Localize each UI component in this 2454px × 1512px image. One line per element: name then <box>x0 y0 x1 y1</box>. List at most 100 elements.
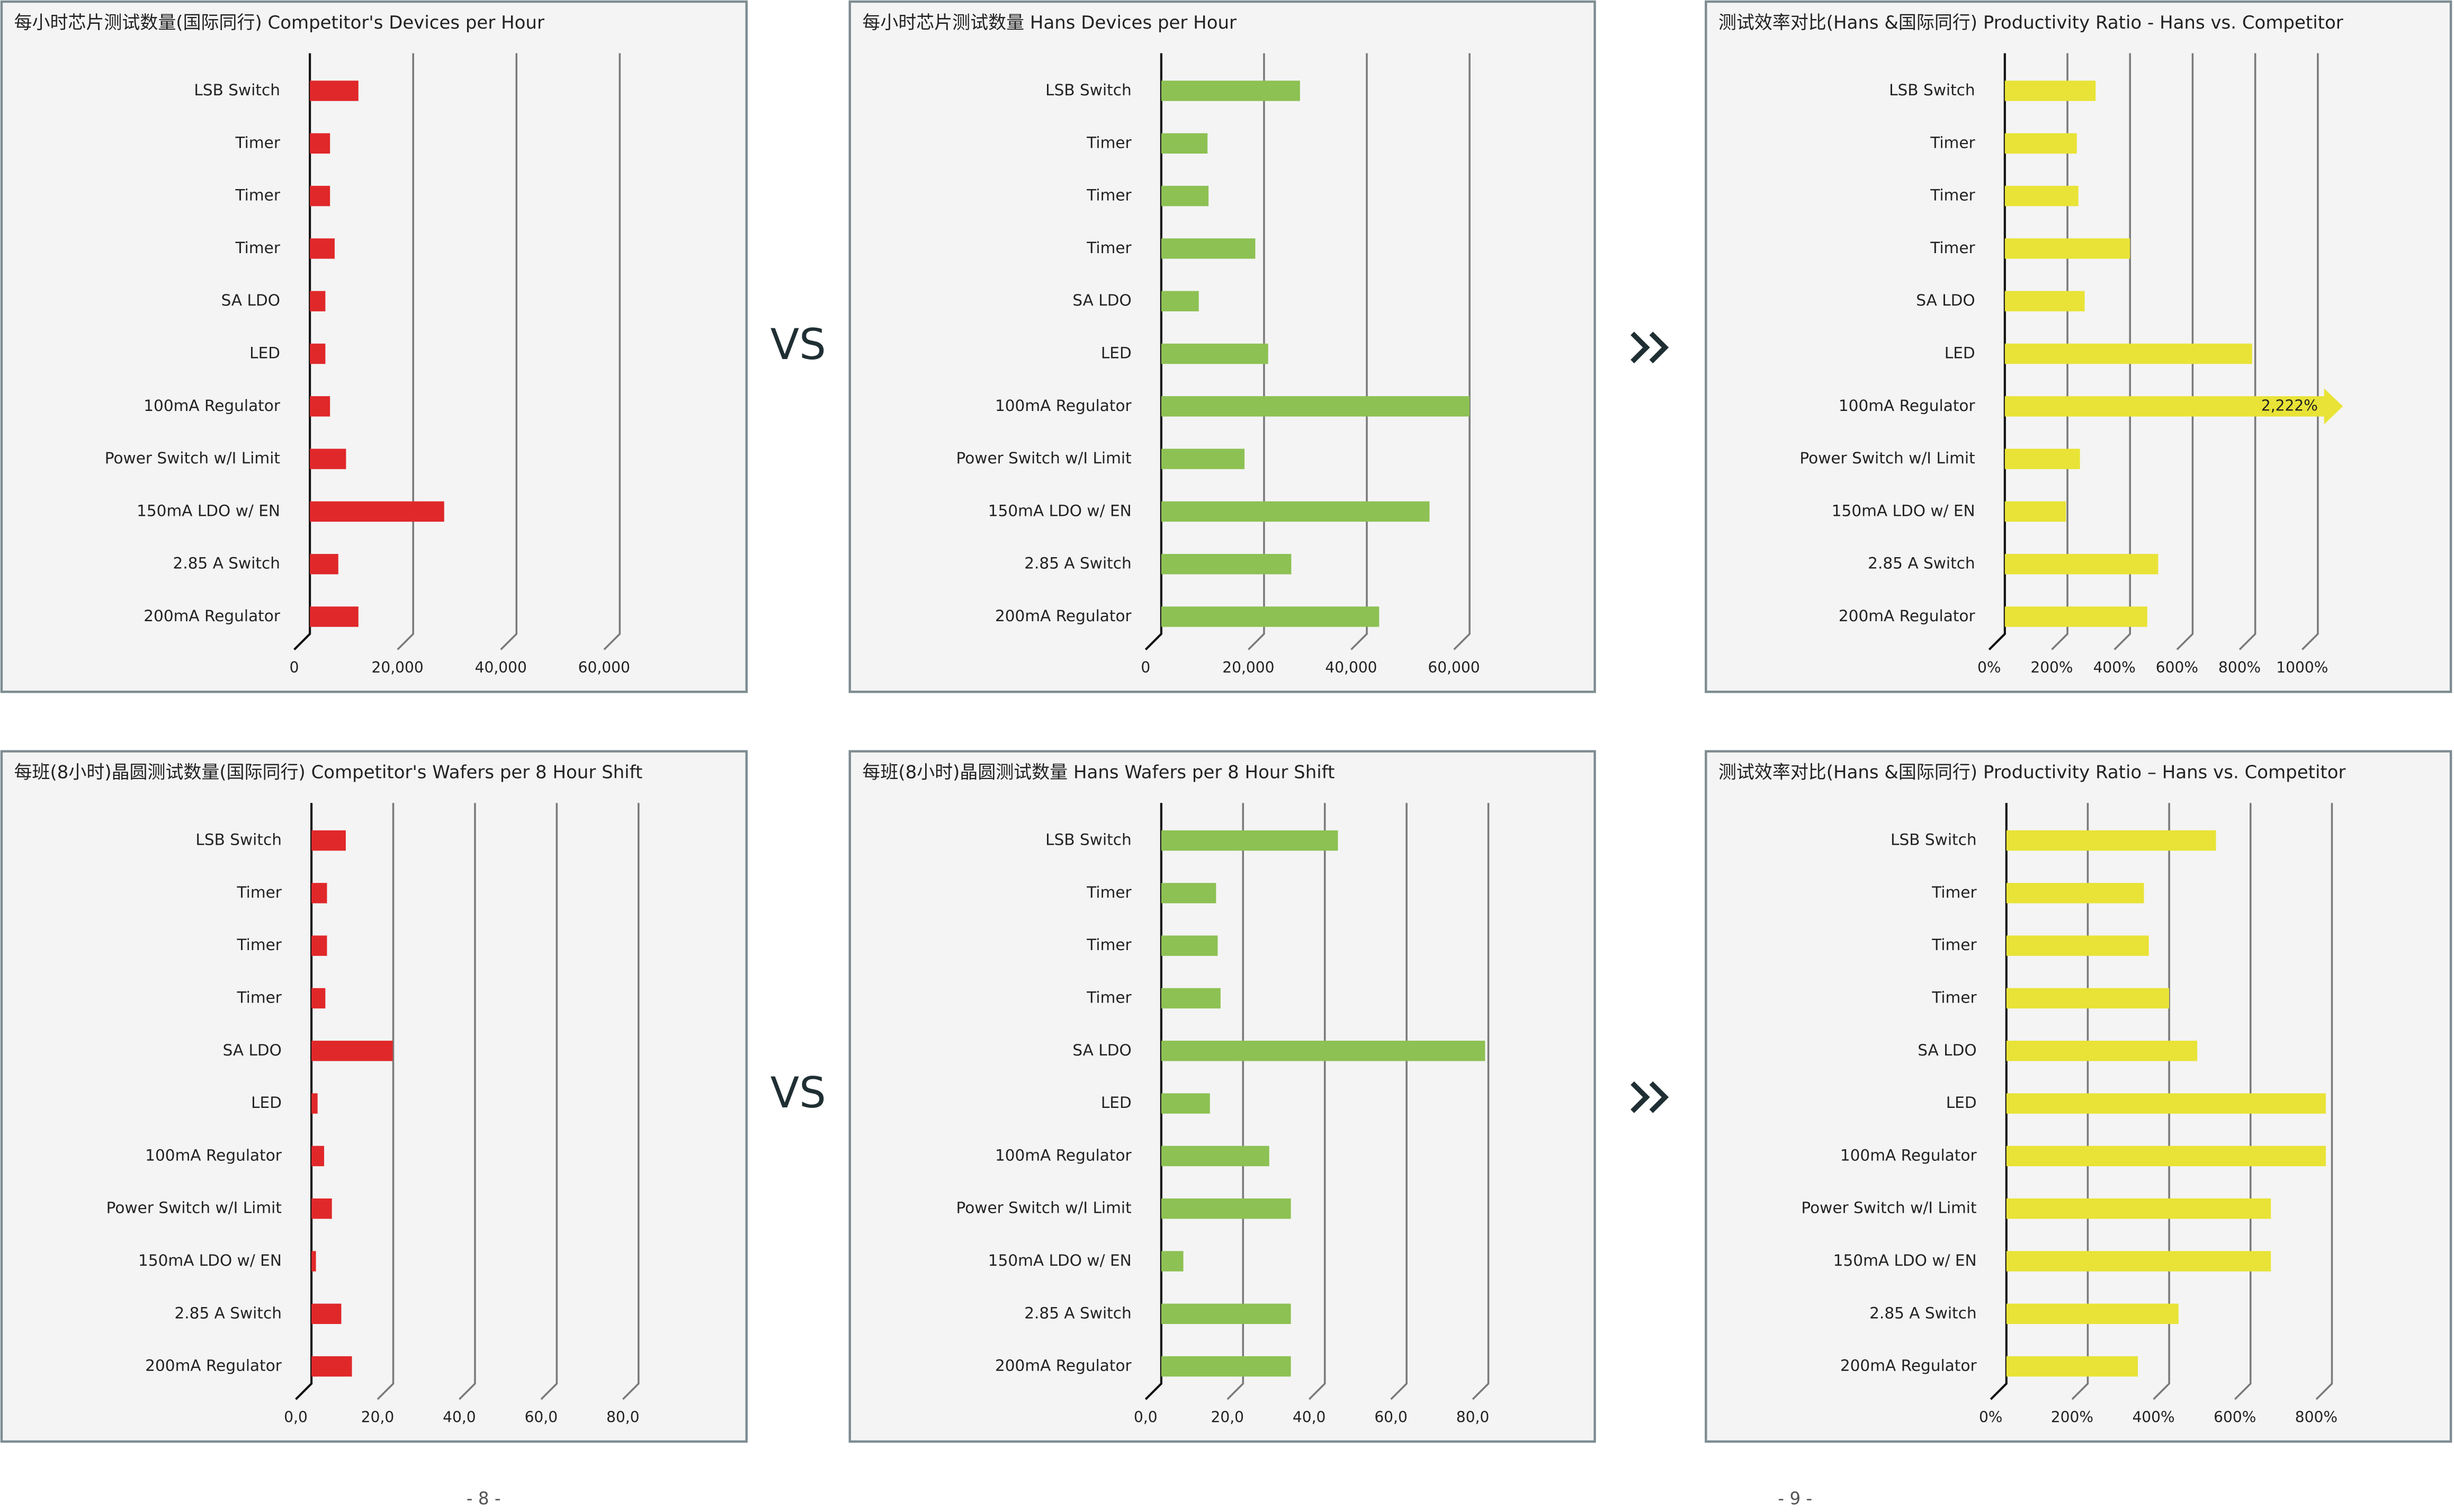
bar <box>2006 1356 2138 1377</box>
bar <box>1161 883 1216 903</box>
x-tick-label: 800% <box>2295 1409 2337 1426</box>
x-tick-label: 40,000 <box>1325 659 1377 676</box>
bar <box>1161 1303 1291 1324</box>
bar <box>1161 501 1430 522</box>
grid-line <box>622 803 640 1400</box>
category-label: 100mA Regulator <box>145 1146 282 1164</box>
bar <box>2006 935 2149 956</box>
category-label: LED <box>1945 344 1975 362</box>
category-label: 200mA Regulator <box>1840 1357 1977 1375</box>
category-label: 150mA LDO w/ EN <box>1832 502 1975 520</box>
category-label: Timer <box>236 936 282 954</box>
category-label: Power Switch w/I Limit <box>1799 449 1975 467</box>
chart-title: 测试效率对比(Hans &国际同行) Productivity Ratio – … <box>1718 762 2346 783</box>
category-label: Power Switch w/I Limit <box>106 1199 282 1217</box>
bar <box>1161 1356 1291 1377</box>
bar <box>2006 1146 2326 1167</box>
bar <box>311 1146 325 1167</box>
bar <box>310 553 338 575</box>
x-tick-label: 600% <box>2214 1409 2256 1426</box>
category-label: 2.85 A Switch <box>1869 1304 1976 1322</box>
bar <box>1161 396 1470 417</box>
x-tick-label: 80,0 <box>606 1409 639 1426</box>
category-label: Timer <box>1086 936 1132 954</box>
bar <box>310 501 444 522</box>
panel <box>0 0 748 693</box>
x-tick-label: 20,0 <box>1211 1409 1243 1426</box>
category-label: LSB Switch <box>195 831 282 849</box>
bar <box>311 1356 352 1377</box>
bar <box>1161 553 1292 575</box>
bar <box>1161 935 1218 956</box>
bar <box>2006 883 2144 903</box>
category-label: LSB Switch <box>1889 81 1975 99</box>
x-tick-label: 20,000 <box>1222 659 1274 676</box>
bar <box>2004 449 2080 469</box>
bar <box>2006 1198 2271 1219</box>
category-label: 100mA Regulator <box>995 397 1132 415</box>
bar <box>310 343 326 364</box>
category-label: 150mA LDO w/ EN <box>137 502 280 520</box>
category-label: Timer <box>1086 239 1132 257</box>
chart-title: 每班(8小时)晶圆测试数量(国际同行) Competitor's Wafers … <box>14 762 643 783</box>
bar <box>2006 830 2216 851</box>
bar <box>2006 988 2170 1009</box>
category-label: Timer <box>1086 133 1132 151</box>
category-label: SA LDO <box>1072 291 1131 309</box>
grid-line <box>1390 803 1408 1400</box>
category-label: LED <box>1101 1094 1132 1112</box>
grid-line <box>377 803 395 1400</box>
category-label: 150mA LDO w/ EN <box>1833 1251 1977 1269</box>
category-label: 2.85 A Switch <box>1024 554 1131 572</box>
category-label: Power Switch w/I Limit <box>105 449 280 467</box>
category-label: Timer <box>236 988 282 1006</box>
bar <box>2004 501 2066 522</box>
grid-line <box>603 53 621 650</box>
bar <box>311 830 346 851</box>
category-label: LED <box>251 1094 282 1112</box>
category-label: 200mA Regulator <box>144 607 281 625</box>
category-label: LED <box>1946 1094 1977 1112</box>
x-tick-label: 200% <box>2051 1409 2093 1426</box>
bar <box>311 1251 316 1272</box>
bar <box>1161 238 1256 259</box>
category-label: Power Switch w/I Limit <box>956 1199 1131 1217</box>
x-tick-label: 400% <box>2132 1409 2174 1426</box>
bar <box>310 238 335 259</box>
x-tick-label: 60,000 <box>578 659 630 676</box>
bar <box>311 1198 332 1219</box>
grid-line <box>1248 53 1265 650</box>
x-tick-label: 0 <box>290 659 299 676</box>
vs-label: VS <box>771 1068 826 1117</box>
grid-line <box>2238 53 2256 650</box>
x-tick-label: 0 <box>1141 659 1150 676</box>
bar <box>2004 291 2085 311</box>
category-label: LSB Switch <box>1045 831 1132 849</box>
grid-line <box>2176 53 2194 650</box>
bar <box>2006 1041 2198 1061</box>
bar <box>2004 133 2077 154</box>
bar <box>311 1303 342 1324</box>
panel <box>848 750 1596 1443</box>
x-tick-label: 60,0 <box>1374 1409 1407 1426</box>
x-tick-label: 80,0 <box>1456 1409 1489 1426</box>
bar <box>1161 1251 1184 1272</box>
category-label: 100mA Regulator <box>1839 397 1976 415</box>
category-label: Power Switch w/I Limit <box>956 449 1131 467</box>
grid-line <box>2301 53 2319 650</box>
chart-title: 测试效率对比(Hans &国际同行) Productivity Ratio - … <box>1718 12 2343 33</box>
value-label: 2,222% <box>2261 397 2318 414</box>
category-label: 200mA Regulator <box>1839 607 1976 625</box>
bar <box>1161 185 1209 207</box>
page-number: - 8 - <box>467 1488 501 1508</box>
chart-title: 每小时芯片测试数量 Hans Devices per Hour <box>862 12 1237 33</box>
bar <box>1161 1041 1485 1061</box>
category-label: SA LDO <box>1072 1041 1131 1059</box>
category-label: 2.85 A Switch <box>1024 1304 1131 1322</box>
bar <box>2004 80 2096 101</box>
grid-line <box>1226 803 1244 1400</box>
category-label: Timer <box>1086 186 1132 204</box>
grid-line <box>1308 803 1326 1400</box>
panel <box>0 750 748 1443</box>
category-label: LSB Switch <box>1891 831 1977 849</box>
